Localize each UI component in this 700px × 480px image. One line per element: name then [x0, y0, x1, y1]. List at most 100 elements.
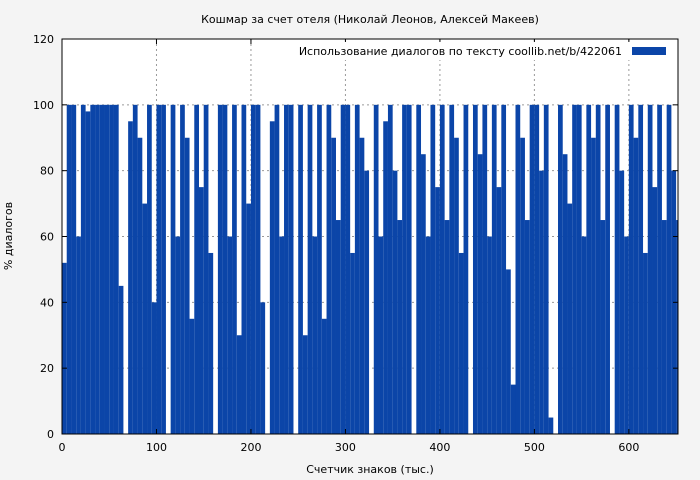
data-bar [605, 104, 610, 434]
data-bar [515, 104, 521, 434]
data-bar [638, 104, 644, 434]
y-tick-label: 120 [33, 33, 54, 46]
data-bar [232, 104, 237, 434]
y-tick-label: 20 [40, 362, 54, 375]
data-bar [619, 170, 625, 434]
y-axis-label: % диалогов [2, 202, 15, 270]
data-bar [326, 104, 332, 434]
y-tick-label: 40 [40, 296, 54, 309]
data-bar [246, 203, 251, 434]
data-bar [510, 384, 516, 434]
data-bar [524, 220, 530, 434]
data-bar [279, 236, 285, 434]
data-bar [95, 104, 100, 434]
data-bar [657, 104, 662, 434]
data-bar [307, 104, 313, 434]
data-bar [71, 104, 77, 434]
data-bar [600, 220, 606, 434]
data-bar [458, 252, 464, 434]
x-tick-label: 100 [146, 441, 167, 454]
data-bar [567, 203, 573, 434]
data-bar [142, 203, 148, 434]
y-tick-label: 100 [33, 99, 54, 112]
x-tick-label: 200 [240, 441, 261, 454]
data-bar [661, 220, 667, 434]
data-bar [350, 252, 355, 434]
data-bar [288, 104, 294, 434]
y-tick-label: 80 [40, 165, 54, 178]
data-bar [562, 154, 568, 435]
data-bar [236, 335, 242, 434]
data-bar [284, 104, 289, 434]
data-bar [529, 104, 535, 434]
legend-box [304, 42, 674, 60]
data-bar [132, 104, 138, 434]
data-bar [364, 170, 370, 434]
data-bar [487, 236, 492, 434]
data-bar [227, 236, 233, 434]
chart-title: Кошмар за счет отеля (Николай Леонов, Ал… [201, 13, 539, 26]
data-bar [255, 104, 261, 434]
data-bar [558, 104, 563, 434]
data-bar [194, 104, 199, 434]
data-bar [180, 104, 185, 434]
data-bar [260, 302, 266, 434]
data-bar [643, 252, 648, 434]
data-bar [425, 236, 431, 434]
data-bar [383, 121, 388, 435]
data-bar [198, 187, 204, 434]
data-bar [595, 104, 601, 434]
data-bar [449, 104, 455, 434]
data-bar [359, 137, 365, 434]
data-bar [156, 104, 162, 434]
data-bar [548, 417, 554, 434]
data-bar [520, 137, 525, 434]
data-bar [345, 104, 351, 434]
data-bar [354, 104, 360, 434]
x-tick-label: 400 [429, 441, 450, 454]
data-bar [676, 220, 678, 434]
data-bar [387, 104, 393, 434]
data-bar [203, 104, 209, 434]
data-bar [581, 236, 587, 434]
data-bar [217, 104, 223, 434]
data-bar [463, 104, 469, 434]
data-bar [184, 137, 190, 434]
data-bar [147, 104, 152, 434]
data-bar [298, 104, 303, 434]
data-bar [666, 104, 672, 434]
data-bar [104, 104, 110, 434]
data-bar [62, 262, 67, 434]
data-bar [128, 121, 133, 435]
x-tick-label: 500 [524, 441, 545, 454]
data-bar [317, 104, 322, 434]
data-bar [539, 170, 544, 434]
data-bar [335, 220, 341, 434]
data-bar [189, 318, 195, 434]
data-bar [576, 104, 582, 434]
data-bar [378, 236, 384, 434]
data-bar [250, 104, 256, 434]
data-bar [397, 220, 403, 434]
data-bar [269, 121, 275, 435]
data-bar [66, 104, 72, 434]
y-tick-label: 60 [40, 231, 54, 244]
data-bar [416, 104, 422, 434]
data-bar [472, 104, 478, 434]
data-bar [161, 104, 166, 434]
data-bar [454, 137, 459, 434]
data-bar [302, 335, 308, 434]
data-bar [340, 104, 346, 434]
data-bar [534, 104, 540, 434]
data-bar [506, 269, 511, 434]
series-area [62, 104, 678, 435]
data-bar [222, 104, 228, 434]
data-bar [392, 170, 398, 434]
data-bar [175, 236, 181, 434]
data-bar [99, 104, 105, 434]
data-bar [170, 104, 176, 434]
data-bar [496, 187, 502, 434]
data-bar [137, 137, 143, 434]
data-bar [591, 137, 596, 434]
